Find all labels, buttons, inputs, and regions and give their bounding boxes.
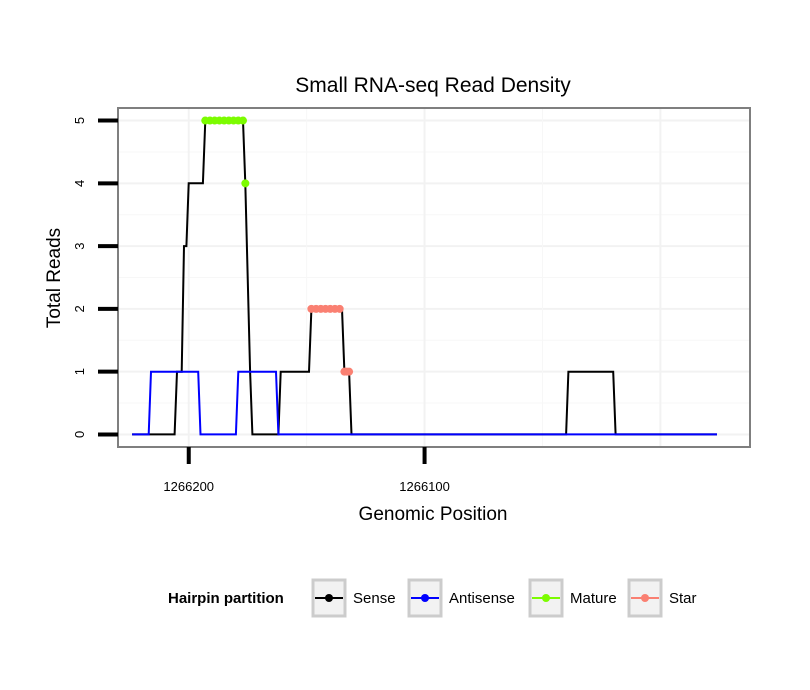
legend-key-point (542, 594, 550, 602)
legend-label: Sense (353, 590, 396, 607)
series-layer (132, 116, 717, 436)
x-tick-label: 1266100 (399, 479, 450, 494)
plot-frame (117, 107, 751, 448)
legend-item-sense: Sense (311, 578, 396, 618)
y-tick-label: 5 (72, 117, 87, 124)
y-tick-label: 0 (72, 431, 87, 438)
data-point-mature (241, 179, 250, 188)
y-tick-label: 1 (72, 368, 87, 375)
y-tick-label: 3 (72, 242, 87, 249)
legend-label: Antisense (449, 590, 515, 607)
legend-item-star: Star (627, 578, 697, 618)
x-tick-label: 1266200 (163, 479, 214, 494)
legend-label: Star (669, 590, 697, 607)
grid-lines (118, 108, 750, 447)
legend-item-mature: Mature (528, 578, 617, 618)
data-point-star (335, 304, 344, 313)
chart-title: Small RNA-seq Read Density (295, 74, 571, 97)
legend-key-point (325, 594, 333, 602)
series-line-antisense (132, 370, 717, 436)
x-axis-label: Genomic Position (359, 504, 508, 525)
legend-title: Hairpin partition (168, 590, 284, 607)
legend-item-antisense: Antisense (407, 578, 515, 618)
legend-key-point (641, 594, 649, 602)
data-point-star (345, 367, 354, 376)
legend-label: Mature (570, 590, 617, 607)
legend-key-point (421, 594, 429, 602)
legend: Hairpin partition Sense Antisense Mature St… (168, 578, 697, 618)
y-tick-label: 2 (72, 305, 87, 312)
axes: 0 1 2 3 4 5 1266200 1266100 (72, 117, 450, 494)
y-axis-label: Total Reads (44, 228, 65, 328)
y-tick-label: 4 (72, 180, 87, 187)
data-point-mature (238, 116, 247, 125)
